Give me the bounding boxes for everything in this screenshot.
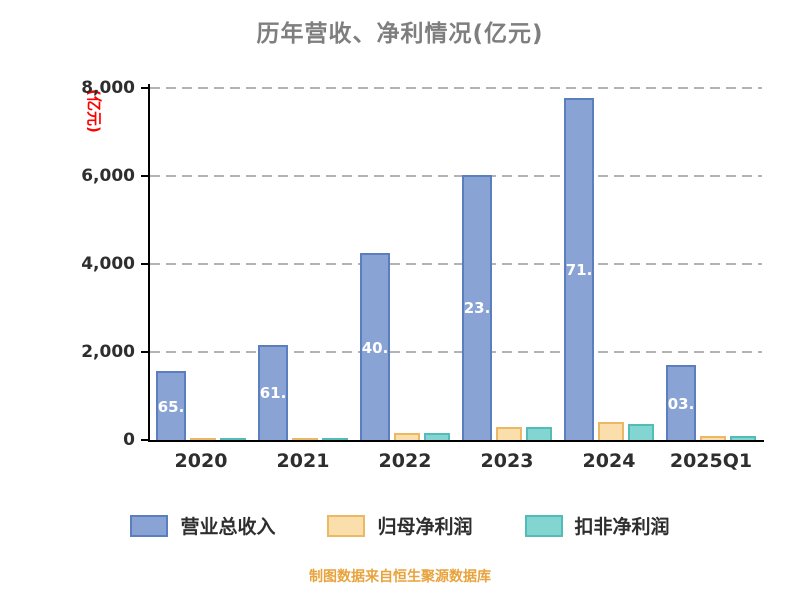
bar-归母净利润-2025Q1 xyxy=(700,435,726,440)
bar-扣非净利润-2022 xyxy=(424,433,450,440)
gridline-8000 xyxy=(150,87,762,89)
bar-扣非净利润-2023 xyxy=(526,427,552,440)
y-tick-label: 2,000 xyxy=(81,342,135,362)
bar-营业总收入-2020: 1565.98 xyxy=(156,371,186,440)
bar-扣非净利润-2020 xyxy=(220,438,246,440)
gridline-4000 xyxy=(150,263,762,265)
y-tick-label: 6,000 xyxy=(81,166,135,186)
legend-label: 扣非净利润 xyxy=(574,516,670,538)
bar-value-label: 2161.42 xyxy=(259,384,287,403)
bar-归母净利润-2020 xyxy=(190,438,216,440)
y-tick-mark xyxy=(141,439,148,441)
y-tick-label: 4,000 xyxy=(81,254,135,274)
bar-营业总收入-2024: 7771.02 xyxy=(564,98,594,440)
legend-label: 归母净利润 xyxy=(377,516,473,538)
x-tick-label-2021: 2021 xyxy=(276,450,330,472)
x-tick-label-2022: 2022 xyxy=(378,450,432,472)
legend-item-扣非净利润: 扣非净利润 xyxy=(524,512,670,539)
bar-value-label: 7771.02 xyxy=(565,261,593,280)
bar-营业总收入-2025Q1: 1703.64 xyxy=(666,365,696,440)
bar-value-label: 1565.98 xyxy=(157,397,185,416)
legend-item-营业总收入: 营业总收入 xyxy=(130,512,275,539)
gridline-6000 xyxy=(150,175,762,177)
y-tick-label: 0 xyxy=(123,430,135,450)
x-axis-line xyxy=(148,440,764,442)
x-tick-label-2024: 2024 xyxy=(582,450,636,472)
bar-归母净利润-2022 xyxy=(394,432,420,440)
y-axis-line xyxy=(148,84,150,442)
y-tick-mark xyxy=(141,351,148,353)
x-tick-label-2020: 2020 xyxy=(174,450,228,472)
y-tick-mark xyxy=(141,263,148,265)
bar-归母净利润-2024 xyxy=(598,422,624,440)
x-tick-label-2025Q1: 2025Q1 xyxy=(669,450,753,472)
plot-area: 0 2,000 4,000 6,000 8,000 1565.98 2020 2161.42 2… xyxy=(81,78,764,472)
legend-label: 营业总收入 xyxy=(180,516,276,538)
bar-营业总收入-2021: 2161.42 xyxy=(258,344,288,440)
bar-扣非净利润-2025Q1 xyxy=(730,436,756,440)
bar-归母净利润-2021 xyxy=(292,438,318,440)
bar-营业总收入-2022: 4240.61 xyxy=(360,253,390,440)
y-tick-mark xyxy=(141,175,148,177)
gridline-2000 xyxy=(150,351,762,353)
x-tick-label-2023: 2023 xyxy=(480,450,534,472)
bar-扣非净利润-2024 xyxy=(628,423,654,440)
legend: 营业总收入 归母净利润 扣非净利润 xyxy=(0,512,800,539)
data-source-note: 制图数据来自恒生聚源数据库 xyxy=(309,569,491,585)
chart-title: 历年营收、净利情况(亿元) xyxy=(256,21,544,47)
bar-归母净利润-2023 xyxy=(496,426,522,440)
y-tick-label: 8,000 xyxy=(81,78,135,98)
bar-value-label: 4240.61 xyxy=(361,338,389,357)
bar-扣非净利润-2021 xyxy=(322,438,348,440)
bar-value-label: 1703.64 xyxy=(667,394,695,413)
legend-swatch xyxy=(524,514,563,537)
legend-swatch xyxy=(130,514,169,537)
y-tick-mark xyxy=(141,87,148,89)
legend-item-归母净利润: 归母净利润 xyxy=(327,512,473,539)
legend-swatch xyxy=(327,514,366,537)
bar-value-label: 6023.15 xyxy=(463,299,491,318)
bar-营业总收入-2023: 6023.15 xyxy=(462,174,492,440)
